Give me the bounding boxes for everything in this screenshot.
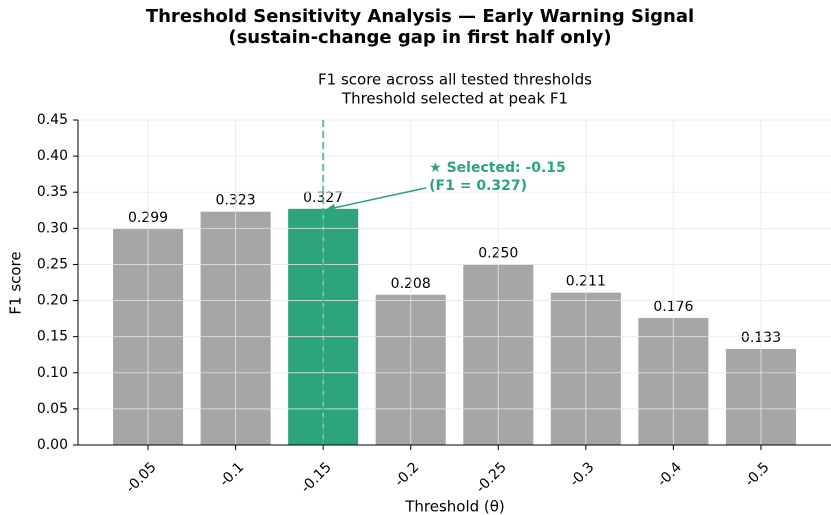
y-tick-label: 0.45	[37, 112, 68, 128]
annotation: (F1 = 0.327)	[429, 178, 527, 194]
x-tick-label: -0.1	[217, 459, 248, 490]
y-tick-label: 0.05	[37, 401, 68, 417]
y-tick-label: 0.20	[37, 293, 68, 309]
chart-title: Threshold Sensitivity Analysis — Early W…	[146, 6, 694, 27]
y-tick-label: 0.35	[37, 184, 68, 200]
x-axis-label: Threshold (θ)	[404, 498, 505, 515]
x-tick-label: -0.3	[567, 459, 598, 490]
annotation-arrowhead	[325, 203, 336, 210]
annotation-arrow	[325, 187, 427, 211]
y-tick-label: 0.15	[37, 329, 68, 345]
x-tick-label: -0.25	[473, 459, 510, 496]
y-axis-label: F1 score	[7, 251, 25, 314]
y-tick-label: 0.00	[37, 437, 68, 453]
chart-subtitle: Threshold selected at peak F1	[341, 90, 568, 108]
y-tick-label: 0.10	[37, 365, 68, 381]
x-tick-label: -0.5	[742, 459, 773, 490]
y-tick-label: 0.30	[37, 220, 68, 236]
x-tick-label: -0.05	[123, 459, 160, 496]
chart-title: (sustain-change gap in first half only)	[228, 27, 611, 48]
chart-subtitle: F1 score across all tested thresholds	[318, 71, 592, 89]
y-tick-label: 0.40	[37, 148, 68, 164]
y-tick-label: 0.25	[37, 256, 68, 272]
x-tick-label: -0.2	[392, 459, 423, 490]
x-tick-label: -0.4	[654, 459, 685, 490]
annotation: ★ Selected: -0.15	[429, 160, 566, 176]
x-tick-label: -0.15	[298, 459, 335, 496]
